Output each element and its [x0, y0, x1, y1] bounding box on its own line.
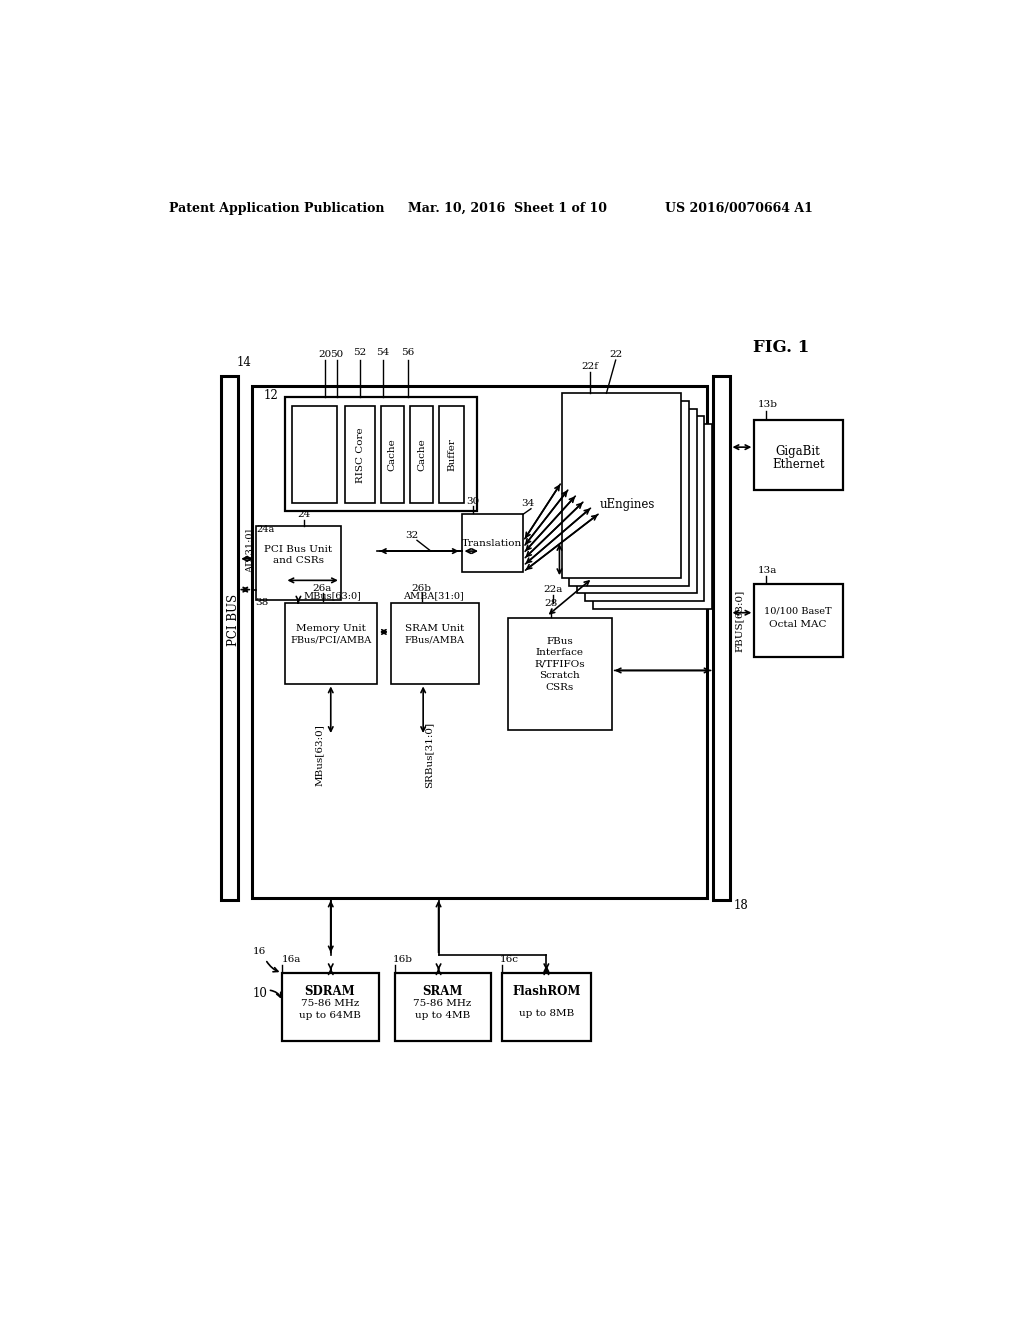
Text: Interface: Interface — [536, 648, 584, 657]
Bar — [569, 401, 689, 586]
Text: PCI Bus Unit: PCI Bus Unit — [264, 545, 333, 554]
Bar — [283, 973, 379, 1040]
Text: SDRAM: SDRAM — [305, 985, 355, 998]
Bar — [755, 585, 843, 657]
Text: FlashROM: FlashROM — [512, 985, 581, 998]
Bar — [256, 527, 341, 599]
Bar — [462, 515, 523, 572]
Text: PCI BUS: PCI BUS — [227, 594, 241, 647]
Text: FBus/PCI/AMBA: FBus/PCI/AMBA — [290, 635, 372, 644]
Text: 14: 14 — [238, 356, 252, 370]
Text: 13b: 13b — [758, 400, 778, 409]
Text: US 2016/0070664 A1: US 2016/0070664 A1 — [665, 202, 813, 215]
Text: SRBus[31:0]: SRBus[31:0] — [425, 722, 434, 788]
Text: 24a: 24a — [256, 525, 274, 535]
Text: uEngines: uEngines — [599, 499, 655, 511]
Text: FIG. 1: FIG. 1 — [753, 338, 809, 355]
Bar — [391, 603, 479, 684]
Text: 52: 52 — [353, 348, 367, 356]
Bar — [285, 397, 477, 511]
Text: SRAM: SRAM — [422, 985, 463, 998]
Text: 26a: 26a — [312, 583, 331, 593]
Text: MBus[63:0]: MBus[63:0] — [314, 725, 324, 787]
Bar — [562, 393, 681, 578]
Text: 30: 30 — [467, 496, 480, 506]
Text: 26b: 26b — [411, 583, 431, 593]
Bar — [508, 618, 611, 730]
Text: 38: 38 — [255, 598, 268, 607]
Text: Memory Unit: Memory Unit — [296, 623, 366, 632]
Text: up to 4MB: up to 4MB — [415, 1011, 470, 1020]
Bar — [381, 407, 403, 503]
Text: Buffer: Buffer — [447, 438, 456, 471]
Text: Scratch: Scratch — [539, 672, 580, 680]
Text: Cache: Cache — [417, 438, 426, 471]
Text: 28: 28 — [545, 599, 558, 609]
Text: 13a: 13a — [758, 566, 777, 574]
Text: 22: 22 — [609, 350, 623, 359]
Text: FBus: FBus — [546, 638, 572, 647]
Text: 54: 54 — [377, 348, 390, 356]
Bar — [714, 376, 730, 900]
Bar — [585, 416, 705, 601]
Text: 32: 32 — [404, 531, 418, 540]
Bar — [578, 409, 696, 594]
Text: 10: 10 — [253, 987, 267, 1001]
Text: 34: 34 — [521, 499, 535, 508]
Text: AD[31:0]: AD[31:0] — [246, 529, 254, 573]
Text: FBUS[63:0]: FBUS[63:0] — [734, 589, 743, 652]
Bar — [593, 424, 712, 609]
Text: 22f: 22f — [582, 362, 599, 371]
Text: and CSRs: and CSRs — [273, 556, 324, 565]
Bar — [439, 407, 464, 503]
Bar — [410, 407, 433, 503]
Text: R/TFIFOs: R/TFIFOs — [535, 660, 585, 669]
Text: Translation: Translation — [462, 539, 522, 548]
Bar — [285, 603, 377, 684]
Bar — [394, 973, 490, 1040]
Text: 50: 50 — [331, 350, 343, 359]
Text: up to 64MB: up to 64MB — [299, 1011, 360, 1020]
Text: AMBA[31:0]: AMBA[31:0] — [402, 591, 464, 601]
Text: Mar. 10, 2016  Sheet 1 of 10: Mar. 10, 2016 Sheet 1 of 10 — [409, 202, 607, 215]
Text: Ethernet: Ethernet — [772, 458, 824, 471]
Text: 22a: 22a — [543, 585, 562, 594]
Text: 18: 18 — [734, 899, 749, 912]
Text: 10/100 BaseT: 10/100 BaseT — [764, 607, 831, 615]
Text: GigaBit: GigaBit — [776, 445, 820, 458]
Text: FBus/AMBA: FBus/AMBA — [404, 635, 465, 644]
Text: 75-86 MHz: 75-86 MHz — [414, 999, 472, 1008]
Text: 16a: 16a — [283, 954, 302, 964]
Bar — [252, 385, 707, 898]
Bar — [755, 420, 843, 490]
Text: CSRs: CSRs — [546, 682, 573, 692]
Bar — [292, 407, 337, 503]
Bar — [503, 973, 591, 1040]
Text: 75-86 MHz: 75-86 MHz — [301, 999, 359, 1008]
Text: Patent Application Publication: Patent Application Publication — [169, 202, 385, 215]
Text: 16: 16 — [253, 946, 266, 956]
Text: SRAM Unit: SRAM Unit — [406, 623, 464, 632]
Bar — [345, 407, 376, 503]
Text: 12: 12 — [263, 389, 279, 403]
Text: RISC Core: RISC Core — [355, 428, 365, 483]
Text: 24: 24 — [297, 510, 310, 519]
Text: 16c: 16c — [500, 954, 519, 964]
Bar — [221, 376, 239, 900]
Text: Octal MAC: Octal MAC — [769, 620, 827, 628]
Text: 16b: 16b — [392, 954, 413, 964]
Text: up to 8MB: up to 8MB — [519, 1008, 574, 1018]
Text: 20: 20 — [318, 350, 331, 359]
Text: MBus[63:0]: MBus[63:0] — [303, 591, 361, 601]
Text: 56: 56 — [401, 348, 415, 356]
Text: Cache: Cache — [388, 438, 397, 471]
